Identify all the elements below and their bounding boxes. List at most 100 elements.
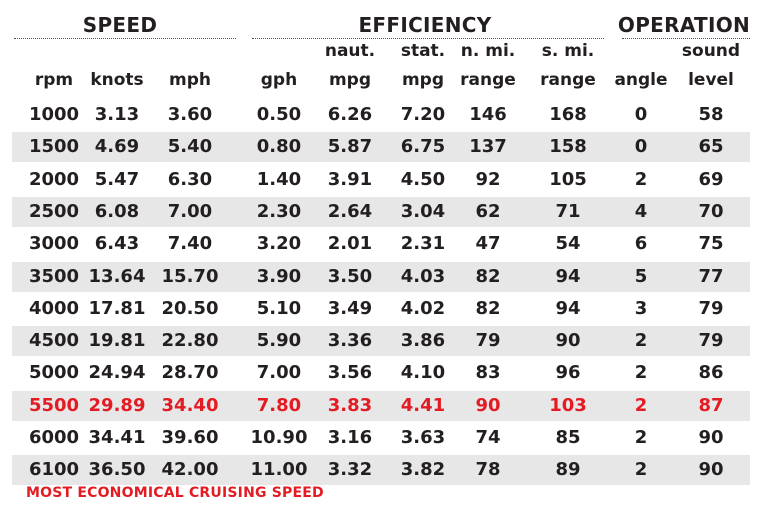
cell-gph: 0.80 <box>256 136 302 157</box>
cell-rpm: 2000 <box>28 169 80 190</box>
cell-gph: 11.00 <box>250 459 308 480</box>
cell-nmi-range: 47 <box>475 233 501 254</box>
cell-angle: 2 <box>634 459 648 480</box>
cell-naut-mpg: 3.49 <box>327 298 373 319</box>
cell-angle: 2 <box>634 427 648 448</box>
cell-gph: 5.10 <box>256 298 302 319</box>
cell-mph: 3.60 <box>167 104 213 125</box>
column-header-gph: gph <box>260 70 298 90</box>
cell-knots: 5.47 <box>94 169 140 190</box>
cell-naut-mpg: 3.32 <box>327 459 373 480</box>
cell-rpm: 3500 <box>28 266 80 287</box>
cell-gph: 3.20 <box>256 233 302 254</box>
cell-knots: 13.64 <box>88 266 146 287</box>
column-header-nmi-range: range <box>460 70 516 90</box>
cell-gph: 7.80 <box>256 395 302 416</box>
cell-nmi-range: 82 <box>475 266 501 287</box>
cell-sound-level: 90 <box>698 427 724 448</box>
cell-knots: 17.81 <box>88 298 146 319</box>
cell-sound-level: 77 <box>698 266 724 287</box>
cell-rpm: 2500 <box>28 201 80 222</box>
cell-sound-level: 58 <box>698 104 724 125</box>
cell-sound-level: 87 <box>698 395 724 416</box>
cell-gph: 2.30 <box>256 201 302 222</box>
cell-stat-mpg: 3.63 <box>400 427 446 448</box>
cell-naut-mpg: 3.91 <box>327 169 373 190</box>
column-header-naut-mpg: mpg <box>328 70 372 90</box>
table-row: 1000 3.13 3.60 0.50 6.26 7.20 146 168 0 58 <box>12 100 750 130</box>
table-row: 2000 5.47 6.30 1.40 3.91 4.50 92 105 2 69 <box>12 165 750 195</box>
cell-smi-range: 158 <box>549 136 587 157</box>
cell-knots: 36.50 <box>88 459 146 480</box>
cell-rpm: 1000 <box>28 104 80 125</box>
column-header-mph: mph <box>169 70 211 90</box>
cell-smi-range: 94 <box>555 298 581 319</box>
cell-stat-mpg: 4.02 <box>400 298 446 319</box>
table-row: 5500 29.89 34.40 7.80 3.83 4.41 90 103 2 87 <box>12 391 750 421</box>
cell-sound-level: 86 <box>698 362 724 383</box>
cell-rpm: 6100 <box>28 459 80 480</box>
group-rule-operation <box>622 38 750 39</box>
cell-gph: 0.50 <box>256 104 302 125</box>
cell-stat-mpg: 4.03 <box>400 266 446 287</box>
cell-sound-level: 75 <box>698 233 724 254</box>
group-title-efficiency: EFFICIENCY <box>358 13 492 37</box>
table-row: 6000 34.41 39.60 10.90 3.16 3.63 74 85 2 90 <box>12 423 750 453</box>
table-row: 6100 36.50 42.00 11.00 3.32 3.82 78 89 2 90 <box>12 455 750 485</box>
cell-naut-mpg: 2.01 <box>327 233 373 254</box>
cell-nmi-range: 78 <box>475 459 501 480</box>
cell-knots: 34.41 <box>88 427 146 448</box>
table-row: 3000 6.43 7.40 3.20 2.01 2.31 47 54 6 75 <box>12 229 750 259</box>
cell-smi-range: 89 <box>555 459 581 480</box>
cell-smi-range: 105 <box>549 169 587 190</box>
cell-rpm: 4000 <box>28 298 80 319</box>
table-row: 4000 17.81 20.50 5.10 3.49 4.02 82 94 3 79 <box>12 294 750 324</box>
cell-naut-mpg: 6.26 <box>327 104 373 125</box>
cell-naut-mpg: 3.56 <box>327 362 373 383</box>
cell-naut-mpg: 3.50 <box>327 266 373 287</box>
cell-sound-level: 79 <box>698 298 724 319</box>
cell-gph: 10.90 <box>250 427 308 448</box>
cell-naut-mpg: 3.36 <box>327 330 373 351</box>
cell-mph: 7.40 <box>167 233 213 254</box>
cell-knots: 6.43 <box>94 233 140 254</box>
cell-mph: 20.50 <box>161 298 219 319</box>
cell-angle: 4 <box>634 201 648 222</box>
cell-mph: 15.70 <box>161 266 219 287</box>
cell-rpm: 4500 <box>28 330 80 351</box>
cell-naut-mpg: 2.64 <box>327 201 373 222</box>
cell-naut-mpg: 3.83 <box>327 395 373 416</box>
cell-smi-range: 103 <box>549 395 587 416</box>
cell-knots: 4.69 <box>94 136 140 157</box>
cell-stat-mpg: 3.86 <box>400 330 446 351</box>
table-row: 3500 13.64 15.70 3.90 3.50 4.03 82 94 5 77 <box>12 262 750 292</box>
footnote-most-economical: MOST ECONOMICAL CRUISING SPEED <box>26 485 324 501</box>
cell-angle: 0 <box>634 104 648 125</box>
column-header-smi-range-top: s. mi. <box>541 41 595 61</box>
cell-knots: 19.81 <box>88 330 146 351</box>
table-row: 2500 6.08 7.00 2.30 2.64 3.04 62 71 4 70 <box>12 197 750 227</box>
group-title-speed: SPEED <box>82 13 158 37</box>
cell-nmi-range: 82 <box>475 298 501 319</box>
cell-smi-range: 168 <box>549 104 587 125</box>
cell-gph: 1.40 <box>256 169 302 190</box>
cell-sound-level: 65 <box>698 136 724 157</box>
cell-angle: 2 <box>634 362 648 383</box>
cell-naut-mpg: 5.87 <box>327 136 373 157</box>
column-header-sound-level-top: sound <box>681 41 741 61</box>
cell-knots: 3.13 <box>94 104 140 125</box>
cell-mph: 42.00 <box>161 459 219 480</box>
cell-rpm: 3000 <box>28 233 80 254</box>
cell-angle: 3 <box>634 298 648 319</box>
column-header-angle: angle <box>614 70 668 90</box>
column-header-stat-mpg-top: stat. <box>400 41 446 61</box>
cell-angle: 2 <box>634 395 648 416</box>
column-header-rpm: rpm <box>34 70 74 90</box>
cell-angle: 6 <box>634 233 648 254</box>
group-rule-efficiency <box>252 38 604 39</box>
cell-naut-mpg: 3.16 <box>327 427 373 448</box>
cell-stat-mpg: 7.20 <box>400 104 446 125</box>
cell-mph: 34.40 <box>161 395 219 416</box>
column-header-stat-mpg: mpg <box>401 70 445 90</box>
cell-mph: 22.80 <box>161 330 219 351</box>
